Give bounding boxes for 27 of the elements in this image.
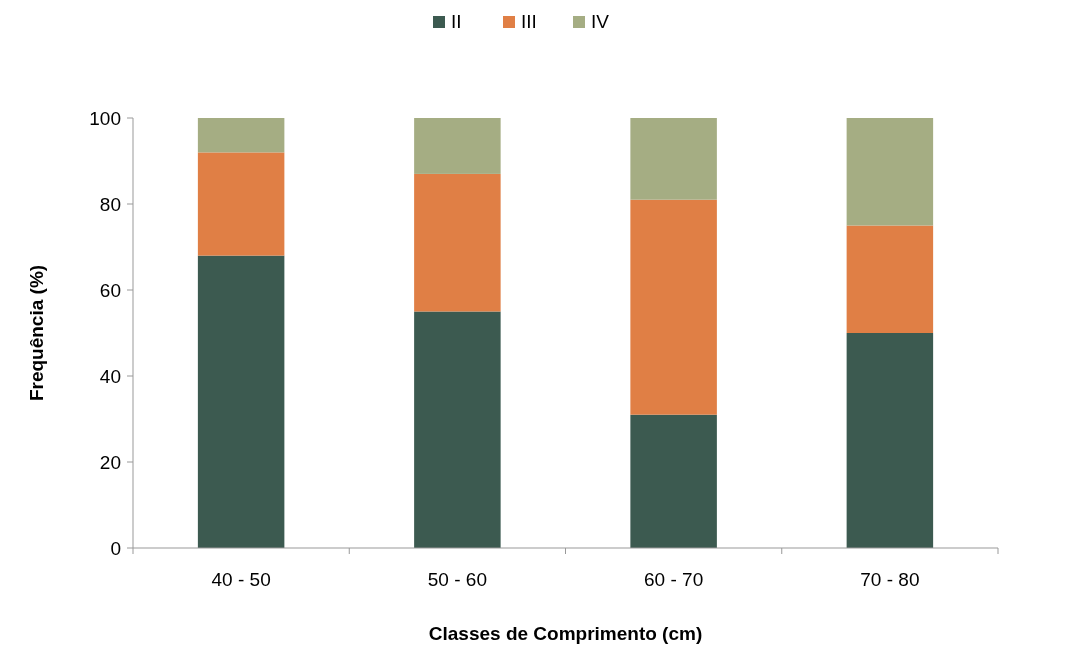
x-tick-label: 50 - 60: [427, 569, 487, 590]
y-tick-label: 80: [99, 193, 121, 215]
y-tick-label: 40: [99, 365, 121, 387]
legend-label: IV: [591, 11, 610, 32]
y-tick-label: 20: [99, 451, 121, 473]
bar: [630, 414, 717, 548]
bar: [630, 199, 717, 415]
x-axis-title: Classes de Comprimento (cm): [428, 623, 703, 644]
bar: [414, 311, 501, 548]
bar: [630, 118, 717, 200]
bar: [197, 118, 285, 153]
y-tick-label: 60: [99, 279, 121, 301]
y-axis-title: Frequência (%): [26, 264, 47, 402]
bar: [197, 255, 285, 548]
legend-label: II: [451, 11, 462, 32]
bar: [846, 118, 934, 226]
x-tick-label: 60 - 70: [644, 569, 704, 590]
bar: [414, 118, 501, 174]
bar: [197, 152, 285, 256]
bar: [846, 225, 934, 333]
bar: [414, 173, 501, 312]
bar: [846, 333, 934, 548]
legend-label: III: [521, 11, 537, 32]
x-tick-label: 70 - 80: [860, 569, 920, 590]
x-tick-label: 40 - 50: [211, 569, 271, 590]
y-tick-label: 0: [110, 537, 121, 559]
y-tick-label: 100: [89, 107, 121, 129]
